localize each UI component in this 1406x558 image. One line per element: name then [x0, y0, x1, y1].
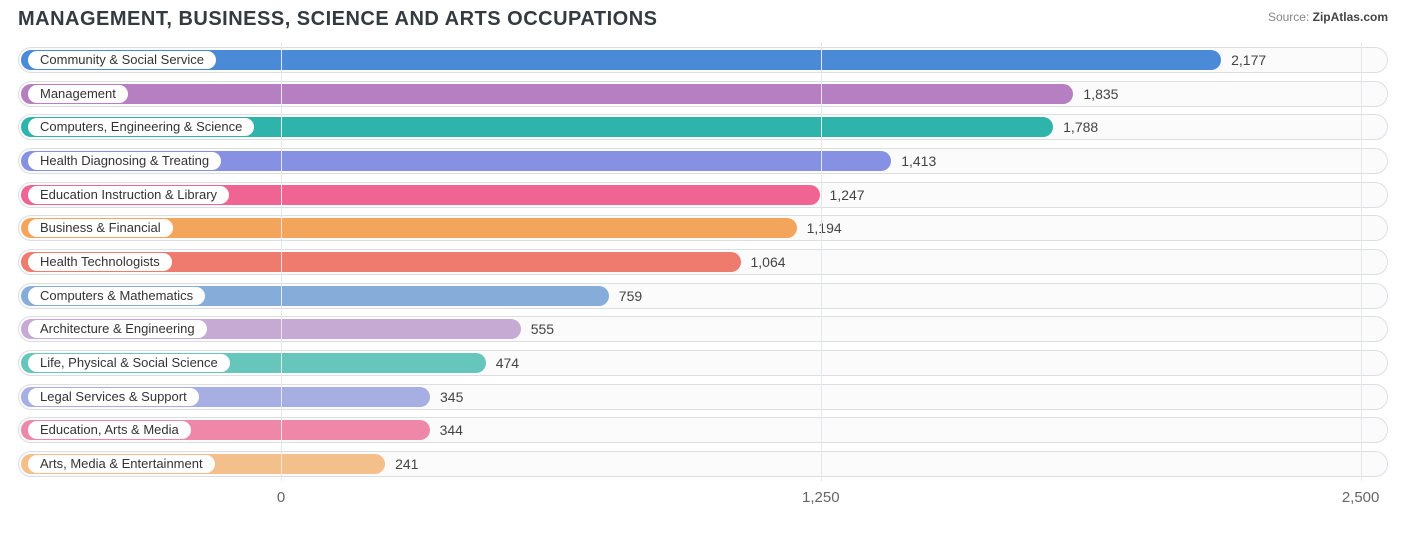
bar-label: Education, Arts & Media — [28, 421, 191, 439]
x-axis: 0 1,250 2,500 — [18, 485, 1388, 511]
grid-line — [1361, 43, 1362, 481]
bar-row: Computers & Mathematics 759 — [18, 283, 1388, 313]
bar-label: Community & Social Service — [28, 51, 216, 69]
bar-label: Education Instruction & Library — [28, 186, 229, 204]
bar-label: Computers & Mathematics — [28, 287, 205, 305]
bar-label: Computers, Engineering & Science — [28, 118, 254, 136]
bar-label: Architecture & Engineering — [28, 320, 207, 338]
bar-label: Legal Services & Support — [28, 388, 199, 406]
bar-value: 1,413 — [901, 151, 936, 171]
bar-row: Management 1,835 — [18, 81, 1388, 111]
chart-header: MANAGEMENT, BUSINESS, SCIENCE AND ARTS O… — [18, 8, 1388, 31]
bar-value: 759 — [619, 286, 642, 306]
bar-row: Arts, Media & Entertainment 241 — [18, 451, 1388, 481]
bar-value: 345 — [440, 387, 463, 407]
bar-label: Health Diagnosing & Treating — [28, 152, 221, 170]
bar-value: 555 — [531, 319, 554, 339]
plot-area: Community & Social Service 2,177 Managemen… — [18, 43, 1388, 511]
bar-fill — [21, 84, 1073, 104]
bar-row: Life, Physical & Social Science 474 — [18, 350, 1388, 380]
bar-row: Education, Arts & Media 344 — [18, 417, 1388, 447]
chart-title: MANAGEMENT, BUSINESS, SCIENCE AND ARTS O… — [18, 8, 657, 31]
bar-row: Health Diagnosing & Treating 1,413 — [18, 148, 1388, 178]
bar-value: 1,194 — [807, 218, 842, 238]
axis-tick-label: 2,500 — [1342, 489, 1380, 506]
bar-label: Business & Financial — [28, 219, 173, 237]
bar-value: 1,835 — [1083, 84, 1118, 104]
bar-value: 1,247 — [830, 185, 865, 205]
bar-row: Architecture & Engineering 555 — [18, 316, 1388, 346]
bar-label: Health Technologists — [28, 253, 172, 271]
bar-label: Arts, Media & Entertainment — [28, 455, 215, 473]
bar-row: Health Technologists 1,064 — [18, 249, 1388, 279]
grid-line — [821, 43, 822, 481]
bars-wrap: Community & Social Service 2,177 Managemen… — [18, 47, 1388, 481]
axis-tick-label: 1,250 — [802, 489, 840, 506]
bar-row: Computers, Engineering & Science 1,788 — [18, 114, 1388, 144]
bar-label: Management — [28, 85, 128, 103]
occupations-chart: MANAGEMENT, BUSINESS, SCIENCE AND ARTS O… — [0, 0, 1406, 558]
axis-tick-label: 0 — [277, 489, 285, 506]
bar-value: 241 — [395, 454, 418, 474]
grid-line — [281, 43, 282, 481]
bar-label: Life, Physical & Social Science — [28, 354, 230, 372]
bar-row: Education Instruction & Library 1,247 — [18, 182, 1388, 212]
bar-value: 1,788 — [1063, 117, 1098, 137]
bar-row: Community & Social Service 2,177 — [18, 47, 1388, 77]
chart-source: Source: ZipAtlas.com — [1268, 8, 1388, 24]
bar-row: Business & Financial 1,194 — [18, 215, 1388, 245]
source-value: ZipAtlas.com — [1313, 10, 1388, 24]
bar-value: 2,177 — [1231, 50, 1266, 70]
source-label: Source: — [1268, 10, 1309, 24]
bar-row: Legal Services & Support 345 — [18, 384, 1388, 414]
bar-value: 474 — [496, 353, 519, 373]
bar-value: 1,064 — [751, 252, 786, 272]
bar-value: 344 — [440, 420, 463, 440]
